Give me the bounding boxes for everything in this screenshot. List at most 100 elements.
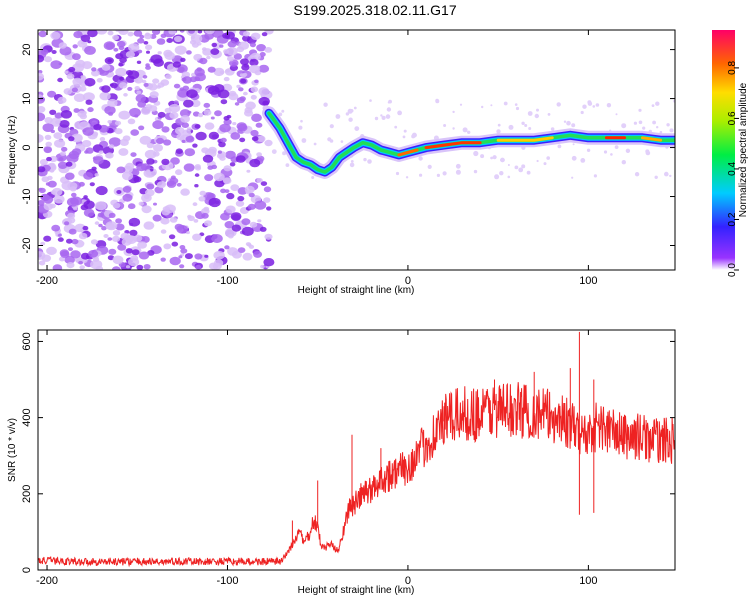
- noise-speckle: [38, 166, 46, 173]
- noise-speckle: [242, 252, 253, 261]
- noise-speckle: [148, 83, 158, 91]
- noise-speckle: [66, 73, 75, 80]
- noise-speckle: [103, 41, 116, 51]
- y-tick-label: 0: [21, 145, 33, 151]
- noise-speckle: [196, 42, 202, 46]
- noise-speckle: [119, 57, 127, 63]
- noise-speckle: [225, 205, 236, 214]
- noise-speckle: [211, 42, 218, 48]
- snr-series: [38, 331, 675, 568]
- noise-speckle: [176, 182, 182, 187]
- noise-speckle: [241, 218, 251, 226]
- noise-speckle: [181, 77, 187, 82]
- x-tick-label: 100: [579, 275, 597, 287]
- halo-speckle: [443, 124, 447, 127]
- noise-speckle: [249, 42, 256, 48]
- noise-speckle: [201, 147, 209, 154]
- noise-speckle: [229, 162, 236, 167]
- halo-speckle: [507, 164, 510, 166]
- halo-speckle: [350, 160, 354, 163]
- noise-speckle: [149, 91, 159, 99]
- x-tick-label: -200: [36, 275, 58, 287]
- noise-speckle: [79, 265, 85, 270]
- noise-speckle: [266, 206, 272, 211]
- noise-speckle: [249, 64, 261, 74]
- noise-speckle: [174, 35, 183, 43]
- noise-speckle: [180, 115, 191, 123]
- noise-speckle: [169, 217, 178, 223]
- noise-speckle: [184, 253, 193, 260]
- noise-speckle: [136, 163, 147, 172]
- halo-speckle: [571, 123, 576, 128]
- halo-speckle: [418, 156, 423, 161]
- noise-speckle: [187, 110, 192, 114]
- noise-speckle: [105, 152, 114, 159]
- noise-speckle: [178, 66, 185, 72]
- noise-speckle: [247, 243, 252, 247]
- noise-speckle: [125, 51, 135, 58]
- noise-speckle: [208, 197, 221, 208]
- halo-speckle: [335, 114, 341, 119]
- noise-speckle: [84, 45, 96, 55]
- halo-speckle: [381, 115, 386, 120]
- noise-speckle: [115, 67, 127, 77]
- spectrogram-x-label: Height of straight line (km): [298, 285, 415, 296]
- halo-speckle: [349, 162, 355, 168]
- noise-speckle: [234, 102, 240, 106]
- noise-speckle: [174, 127, 185, 135]
- halo-speckle: [642, 126, 646, 130]
- noise-speckle: [137, 38, 145, 44]
- noise-speckle: [125, 162, 135, 170]
- noise-speckle: [213, 172, 225, 182]
- y-tick-label: 20: [21, 43, 33, 55]
- noise-speckle: [168, 234, 176, 240]
- noise-speckle: [210, 116, 215, 120]
- noise-speckle: [127, 118, 136, 125]
- noise-speckle: [259, 52, 266, 57]
- noise-speckle: [175, 148, 183, 154]
- noise-speckle: [138, 251, 150, 260]
- noise-speckle: [152, 78, 160, 84]
- noise-speckle: [220, 188, 227, 194]
- noise-speckle: [108, 144, 115, 149]
- noise-speckle: [138, 125, 145, 131]
- halo-speckle: [595, 103, 600, 107]
- x-tick-label: 100: [579, 575, 597, 587]
- noise-speckle: [194, 173, 200, 177]
- noise-speckle: [104, 57, 114, 65]
- noise-speckle: [227, 247, 239, 256]
- noise-speckle: [241, 226, 254, 236]
- noise-speckle: [174, 45, 187, 55]
- noise-speckle: [175, 169, 183, 176]
- halo-speckle: [621, 160, 626, 165]
- noise-speckle: [118, 110, 131, 120]
- halo-speckle: [380, 114, 383, 117]
- noise-speckle: [40, 241, 46, 246]
- halo-speckle: [442, 171, 447, 176]
- noise-speckle: [213, 259, 224, 267]
- noise-speckle: [58, 42, 67, 49]
- noise-speckle: [43, 196, 54, 204]
- noise-speckle: [122, 171, 134, 181]
- noise-speckle: [141, 79, 147, 84]
- halo-speckle: [480, 154, 485, 159]
- noise-speckle: [211, 234, 223, 243]
- noise-speckle: [156, 137, 164, 144]
- noise-speckle: [160, 257, 166, 262]
- noise-speckle: [156, 85, 161, 89]
- noise-speckle: [85, 99, 93, 105]
- noise-speckle: [81, 140, 92, 148]
- noise-speckle: [67, 212, 76, 220]
- halo-speckle: [367, 159, 372, 164]
- noise-speckle: [244, 109, 253, 117]
- noise-speckle: [136, 60, 142, 64]
- colorbar-tick-label: 0.8: [727, 61, 738, 75]
- noise-speckle: [194, 184, 199, 188]
- halo-speckle: [363, 157, 367, 162]
- noise-speckle: [223, 165, 232, 172]
- halo-speckle: [500, 157, 505, 163]
- halo-speckle: [547, 113, 551, 116]
- noise-speckle: [182, 85, 190, 91]
- noise-speckle: [51, 224, 61, 232]
